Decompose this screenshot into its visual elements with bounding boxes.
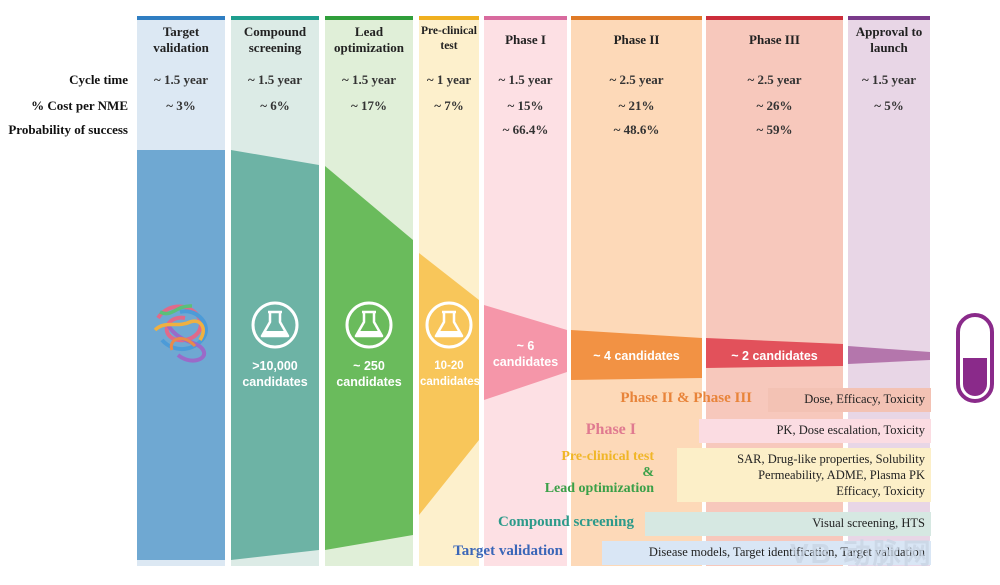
watermark-logo: VB 动脉网 — [790, 538, 933, 569]
probability-phase1: ~ 66.4% — [502, 122, 549, 137]
cycle-time-phase3: ~ 2.5 year — [747, 72, 802, 87]
cost-phase2: ~ 21% — [618, 98, 655, 113]
stage-label-target: Target validation — [453, 543, 563, 559]
funnel-screening — [231, 150, 319, 560]
stage-box-preclinical-line2: Permeability, ADME, Plasma PK — [758, 468, 925, 482]
candidates-phase3: ~ 2 candidates — [731, 349, 818, 363]
flask-icon-screening — [251, 301, 299, 349]
col-bar-phase2 — [571, 16, 702, 20]
col-title-lead: Lead optimization — [333, 24, 405, 55]
flask-icon-preclinical — [425, 301, 473, 349]
funnel-preclinical — [419, 253, 479, 515]
cycle-time-approval: ~ 1.5 year — [861, 72, 917, 87]
funnel-lead — [325, 166, 413, 550]
cost-lead: ~ 17% — [350, 98, 387, 113]
cycle-time-screening: ~ 1.5 year — [247, 72, 303, 87]
cycle-time-lead: ~ 1.5 year — [341, 72, 397, 87]
candidates-phase1: ~ 6 candidates — [492, 339, 559, 369]
stage-label-screening: Compound screening — [498, 514, 634, 530]
stage-box-phase2-3: Dose, Efficacy, Toxicity — [768, 388, 931, 412]
col-title-phase1: Phase I — [505, 32, 546, 47]
flask-icon-lead — [345, 301, 393, 349]
col-bar-screening — [231, 16, 319, 20]
cost-phase1: ~ 15% — [507, 98, 544, 113]
col-bar-phase3 — [706, 16, 843, 20]
stage-box-screening: Visual screening, HTS — [645, 512, 931, 536]
cycle-time-phase1: ~ 1.5 year — [498, 72, 553, 87]
funnel-phase1 — [484, 305, 567, 400]
col-bar-approval — [848, 16, 930, 20]
col-title-phase2: Phase II — [613, 32, 660, 47]
row-label-cost: % Cost per NME — [31, 98, 128, 113]
col-title-screening: Compound screening — [243, 24, 307, 55]
funnel-approval — [848, 346, 930, 364]
capsule-icon — [956, 313, 994, 403]
col-bar-preclinical — [419, 16, 479, 20]
candidates-phase2: ~ 4 candidates — [593, 349, 680, 363]
candidates-lead: ~ 250 candidates — [336, 359, 402, 389]
candidates-preclinical: 10-20 candidates — [420, 360, 481, 388]
stage-box-preclinical: SAR, Drug-like properties, Solubility Pe… — [677, 448, 931, 502]
funnel-phase2 — [571, 330, 702, 380]
stage-box-phase1: PK, Dose escalation, Toxicity — [699, 419, 931, 443]
row-label-probability: Probability of success — [8, 122, 128, 137]
cycle-time-phase2: ~ 2.5 year — [609, 72, 664, 87]
stage-box-target: Disease models, Target identification, T… — [602, 541, 931, 565]
cost-phase3: ~ 26% — [756, 98, 793, 113]
stage-label-phase1: Phase I — [585, 421, 636, 438]
cycle-time-preclinical: ~ 1 year — [426, 72, 472, 87]
funnel-phase3 — [706, 338, 843, 368]
stage-box-preclinical-line3: Efficacy, Toxicity — [836, 484, 925, 498]
row-label-cycle-time: Cycle time — [69, 72, 128, 87]
cost-preclinical: ~ 7% — [434, 98, 464, 113]
stage-label-preclinical: Pre-clinical test — [561, 449, 654, 464]
col-title-approval: Approval to launch — [855, 24, 923, 55]
stage-label-lead: Lead optimization — [544, 481, 654, 496]
stage-box-preclinical-line1: SAR, Drug-like properties, Solubility — [737, 452, 925, 466]
probability-phase2: ~ 48.6% — [613, 122, 660, 137]
probability-phase3: ~ 59% — [756, 122, 793, 137]
cost-screening: ~ 6% — [260, 98, 290, 113]
col-title-target: Target validation — [153, 24, 209, 55]
stage-label-phase2-3: Phase II & Phase III — [620, 390, 752, 406]
col-bar-lead — [325, 16, 413, 20]
candidates-screening: >10,000 candidates — [242, 359, 308, 389]
cost-target: ~ 3% — [166, 98, 196, 113]
cost-approval: ~ 5% — [874, 98, 904, 113]
col-bg-phase1 — [484, 16, 567, 566]
col-title-phase3: Phase III — [749, 32, 800, 47]
cycle-time-target: ~ 1.5 year — [153, 72, 209, 87]
stage-label-ampersand: & — [642, 465, 654, 480]
col-bar-target — [137, 16, 225, 20]
col-bar-phase1 — [484, 16, 567, 20]
protein-structure-icon — [153, 304, 208, 363]
col-title-preclinical: Pre-clinical test — [421, 25, 477, 52]
